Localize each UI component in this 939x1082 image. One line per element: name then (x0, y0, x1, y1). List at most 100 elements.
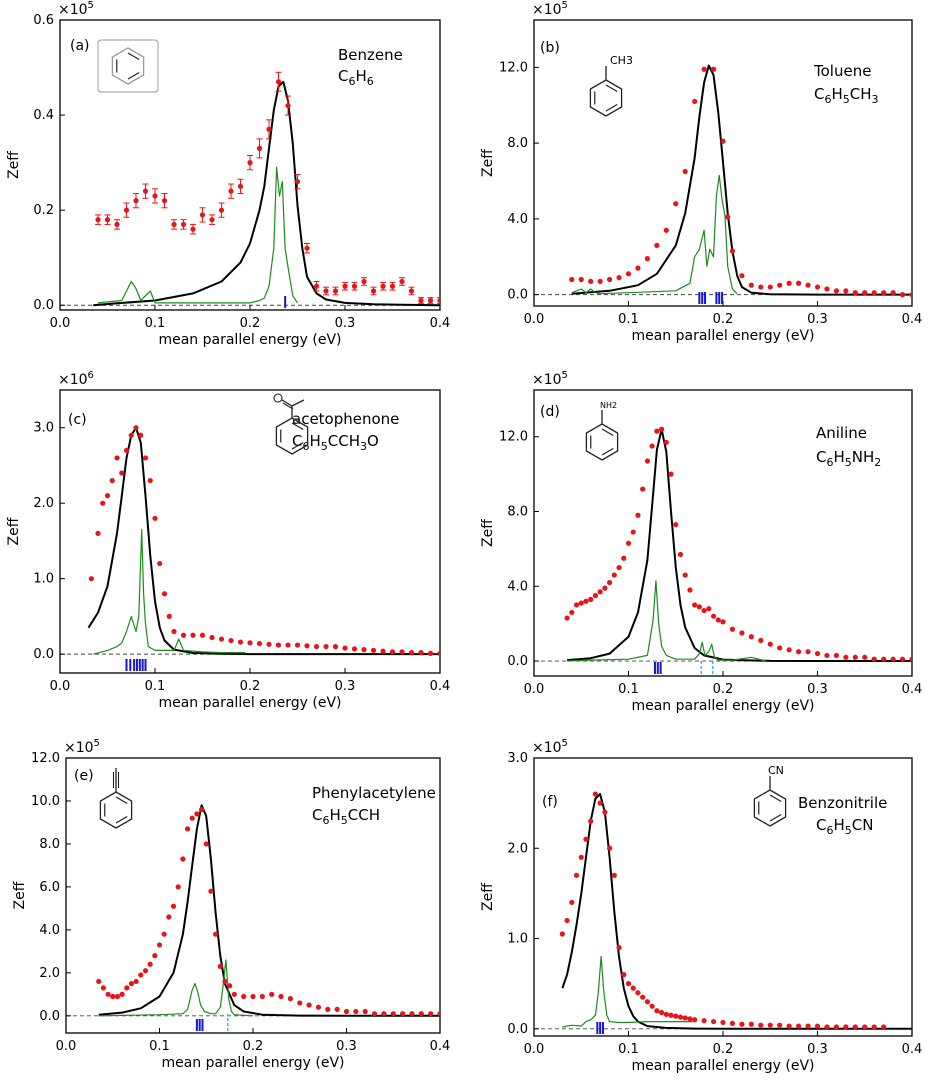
data-point (437, 650, 440, 656)
data-point (881, 1024, 887, 1030)
data-point (720, 619, 726, 625)
formula-part: C (312, 806, 322, 824)
data-point (805, 282, 811, 288)
data-point (227, 983, 233, 989)
x-tick-label: 0.0 (524, 682, 545, 697)
fit-curve (98, 804, 440, 1017)
data-point (597, 800, 603, 806)
data-point (649, 1003, 655, 1009)
data-point (843, 288, 849, 294)
formula-part: C (338, 67, 348, 85)
data-point (361, 278, 367, 285)
y-multiplier: ×105 (532, 0, 568, 18)
data-point (588, 278, 594, 284)
data-point (114, 221, 120, 228)
data-point (256, 640, 263, 647)
data-point (142, 968, 149, 974)
data-point (635, 265, 641, 271)
molecular-formula: C6H5CCH (312, 806, 380, 827)
data-point (748, 634, 754, 640)
data-point (88, 576, 94, 582)
data-point (389, 649, 396, 655)
y-tick-label: 0.0 (33, 647, 54, 662)
data-point (157, 560, 163, 567)
data-point (583, 598, 589, 604)
data-point (114, 455, 120, 461)
data-point (161, 198, 168, 204)
data-point (692, 602, 698, 608)
x-tick-label: 0.1 (618, 682, 639, 697)
formula-part: CH (850, 85, 872, 103)
data-point (114, 993, 121, 1000)
y-tick-label: 2.0 (39, 966, 60, 981)
data-point (418, 297, 424, 304)
data-point (677, 551, 684, 558)
data-point (899, 656, 906, 662)
data-point (852, 290, 858, 296)
data-point (275, 79, 282, 85)
y-tick-label: 0.0 (507, 1022, 528, 1037)
panel-label: (b) (540, 40, 560, 56)
molecular-formula: C6H5NH2 (816, 448, 881, 469)
x-tick-label: 0.3 (336, 1039, 357, 1054)
data-point (315, 1004, 322, 1010)
x-tick-label: 0.1 (618, 312, 639, 327)
data-point (400, 1011, 406, 1017)
data-point (583, 836, 589, 842)
panel-label: (e) (74, 768, 94, 784)
data-point (306, 1002, 312, 1008)
calculated-spectrum-line (93, 529, 246, 655)
x-tick-label: 0.4 (902, 1042, 923, 1057)
formula-part: 6 (348, 75, 355, 88)
acetophenone-structure-icon (273, 393, 309, 455)
data-point (128, 432, 134, 438)
data-point (100, 985, 106, 991)
substituent-label: NH2 (600, 401, 617, 410)
data-point (203, 841, 209, 847)
data-point (796, 280, 802, 286)
data-point (343, 1008, 350, 1015)
calculated-spectrum-line (567, 580, 766, 662)
data-point (607, 845, 613, 851)
data-point (175, 884, 181, 890)
y-multiplier: ×105 (58, 0, 94, 18)
x-tick-label: 0.1 (618, 1042, 639, 1057)
data-point (380, 283, 386, 289)
data-point (332, 643, 339, 650)
data-point (285, 642, 291, 648)
x-tick-label: 0.0 (56, 1039, 77, 1054)
data-point (654, 428, 660, 434)
data-point (739, 630, 745, 636)
data-point (701, 607, 707, 614)
x-tick-label: 0.2 (713, 1042, 734, 1057)
data-point (213, 931, 219, 937)
formula-part: H (329, 806, 340, 824)
data-point (843, 1024, 849, 1030)
data-point (241, 993, 247, 1000)
data-point (152, 193, 158, 199)
data-point (824, 652, 830, 659)
formula-part: H (309, 432, 320, 450)
data-point (278, 993, 284, 1000)
data-point (739, 273, 745, 279)
data-point (687, 1016, 693, 1022)
data-point (428, 1011, 434, 1017)
data-point (184, 826, 191, 832)
calculated-spectrum-line (97, 166, 299, 304)
data-point (109, 477, 115, 484)
data-point (805, 649, 811, 655)
panel-label: (d) (540, 404, 560, 420)
data-point (342, 283, 348, 289)
x-tick-label: 0.1 (145, 316, 166, 331)
data-point (222, 978, 228, 985)
x-tick-label: 0.3 (807, 312, 828, 327)
data-point (362, 1008, 368, 1015)
y-tick-label: 0.4 (33, 108, 54, 123)
formula-part: 6 (824, 93, 831, 106)
x-axis-label: mean parallel energy (eV) (158, 695, 341, 711)
formula-part: C (814, 85, 824, 103)
data-point (119, 991, 125, 997)
data-point (95, 217, 101, 223)
y-tick-label: 2.0 (33, 496, 54, 511)
